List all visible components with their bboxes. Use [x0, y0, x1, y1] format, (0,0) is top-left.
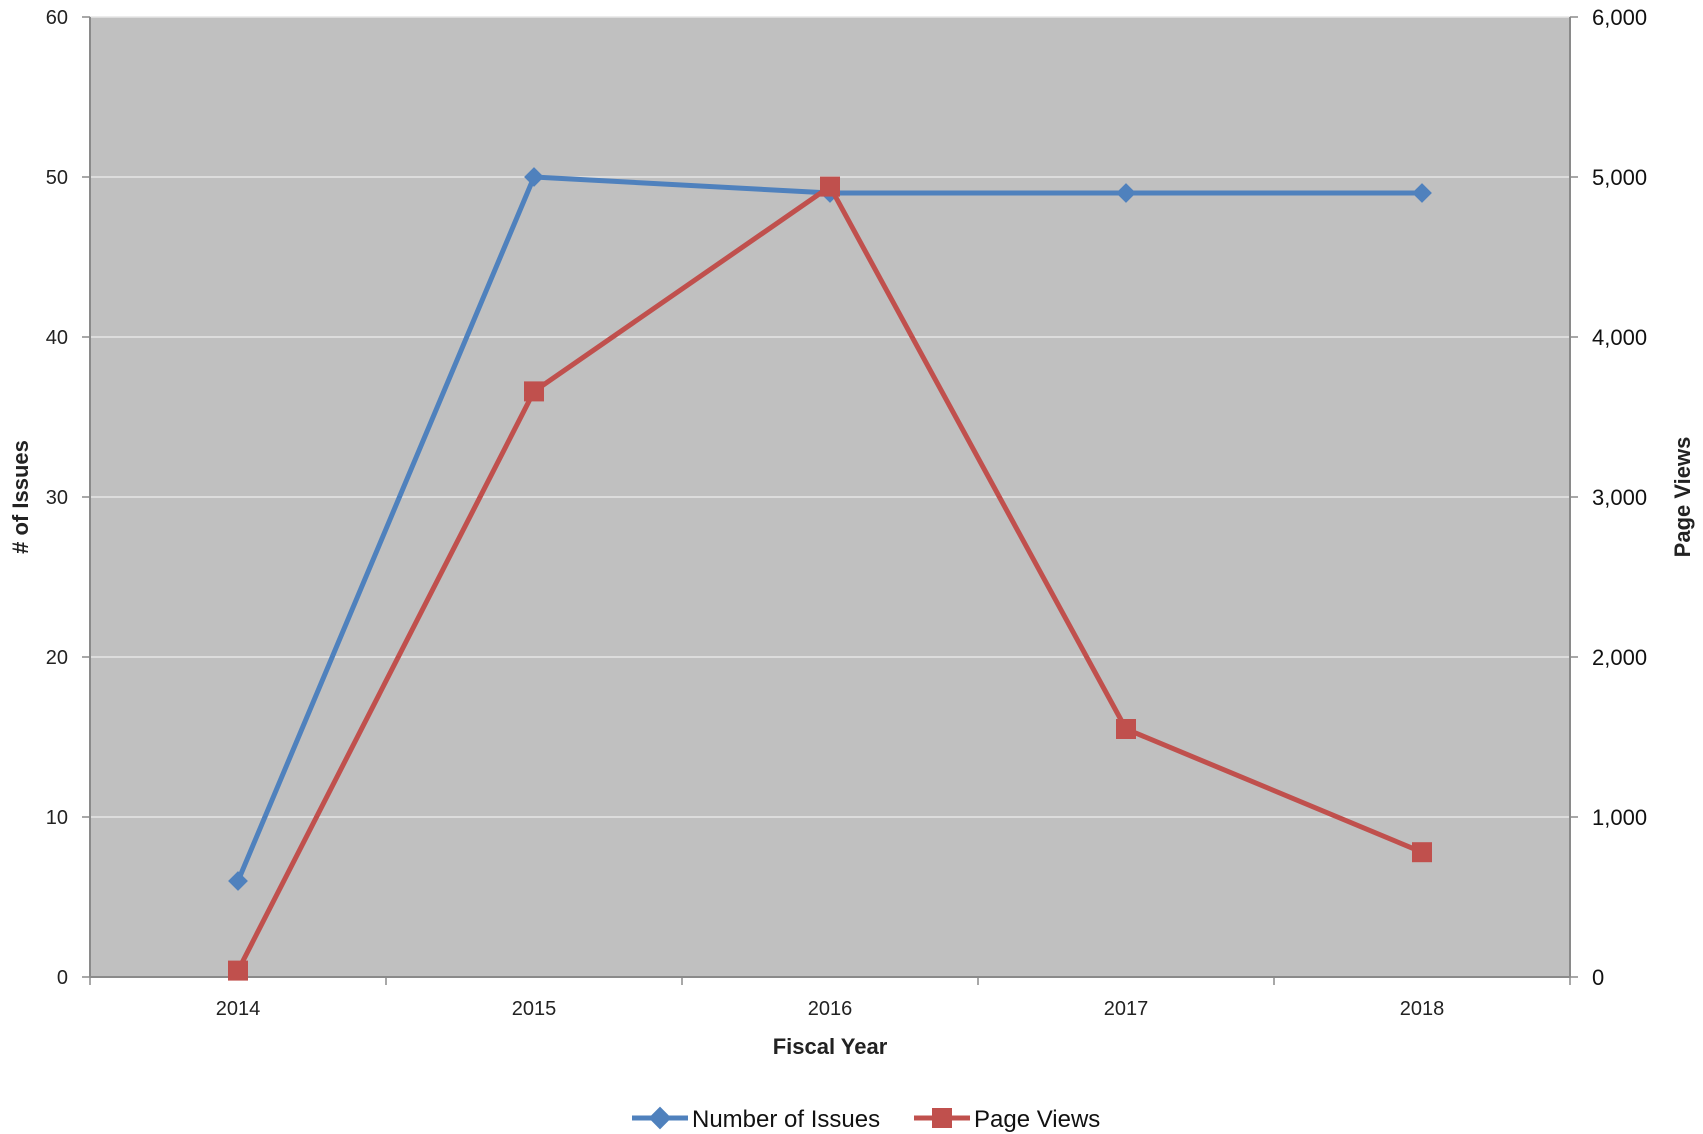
- y2-tick-label: 5,000: [1592, 165, 1647, 190]
- legend-item-page-views: Page Views: [914, 1106, 1100, 1133]
- data-point-diamond: [1412, 183, 1432, 203]
- y-axis-title: # of Issues: [8, 440, 33, 554]
- y2-tick-label: 6,000: [1592, 5, 1647, 30]
- y2-tick-label: 1,000: [1592, 805, 1647, 830]
- x-tick-label: 2015: [512, 998, 557, 1020]
- data-point-square: [524, 381, 544, 402]
- y2-axis-title: Page Views: [1670, 437, 1695, 558]
- legend-label-page-views: Page Views: [974, 1106, 1100, 1133]
- y-tick-label: 20: [46, 647, 68, 669]
- legend-item-number-of-issues: Number of Issues: [632, 1106, 880, 1133]
- data-point-square: [228, 960, 248, 981]
- legend: Number of Issues Page Views: [632, 1106, 1100, 1133]
- axis-ticks: 0 0 10 1,000 20 2,000 30 3,000 40 4,000 50 5,000 60 6…: [46, 5, 1647, 1020]
- y-tick-label: 30: [46, 487, 68, 509]
- x-tick-label: 2018: [1400, 998, 1445, 1020]
- y2-tick-label: 2,000: [1592, 645, 1647, 670]
- y2-tick-label: 0: [1592, 965, 1604, 990]
- data-point-square: [1412, 842, 1432, 863]
- y-tick-label: 0: [57, 967, 68, 989]
- y-tick-label: 40: [46, 327, 68, 349]
- x-axis-title: Fiscal Year: [773, 1034, 888, 1059]
- x-tick-label: 2014: [216, 998, 261, 1020]
- x-tick-label: 2016: [808, 998, 853, 1020]
- data-point-diamond: [1116, 183, 1136, 203]
- data-point-square: [820, 176, 840, 197]
- legend-marker-diamond: [648, 1106, 672, 1130]
- y2-tick-label: 4,000: [1592, 325, 1647, 350]
- series: [228, 167, 1432, 981]
- y2-tick-label: 3,000: [1592, 485, 1647, 510]
- x-tick-label: 2017: [1104, 998, 1149, 1020]
- gridlines: [90, 16, 1570, 818]
- legend-marker-square: [932, 1108, 952, 1128]
- y-tick-label: 10: [46, 807, 68, 829]
- data-point-square: [1116, 719, 1136, 739]
- y-tick-label: 50: [46, 167, 68, 189]
- legend-label-number-of-issues: Number of Issues: [692, 1106, 880, 1133]
- y-tick-label: 60: [46, 7, 68, 29]
